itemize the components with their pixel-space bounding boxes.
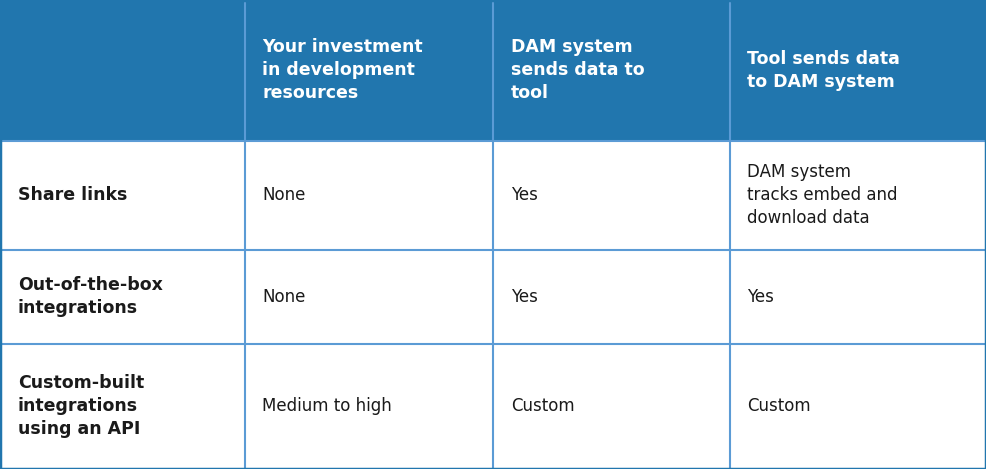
Text: None: None bbox=[262, 186, 306, 204]
Text: Custom: Custom bbox=[511, 397, 575, 416]
Text: DAM system
tracks embed and
download data: DAM system tracks embed and download dat… bbox=[747, 163, 898, 227]
Text: Your investment
in development
resources: Your investment in development resources bbox=[262, 38, 423, 102]
Bar bbox=[0, 0, 245, 141]
Bar bbox=[730, 344, 986, 469]
Text: DAM system
sends data to
tool: DAM system sends data to tool bbox=[511, 38, 645, 102]
Bar bbox=[0, 141, 245, 250]
Text: Custom-built
integrations
using an API: Custom-built integrations using an API bbox=[18, 374, 144, 439]
Bar bbox=[493, 0, 730, 141]
Text: Share links: Share links bbox=[18, 186, 127, 204]
Bar bbox=[730, 0, 986, 141]
Text: Yes: Yes bbox=[511, 186, 537, 204]
Bar bbox=[245, 0, 493, 141]
Text: Yes: Yes bbox=[747, 288, 774, 306]
Bar bbox=[0, 344, 245, 469]
Bar bbox=[245, 250, 493, 344]
Bar bbox=[493, 141, 730, 250]
Text: Tool sends data
to DAM system: Tool sends data to DAM system bbox=[747, 50, 900, 91]
Bar bbox=[493, 344, 730, 469]
Bar bbox=[245, 344, 493, 469]
Bar bbox=[0, 250, 245, 344]
Text: Yes: Yes bbox=[511, 288, 537, 306]
Bar bbox=[730, 141, 986, 250]
Text: Medium to high: Medium to high bbox=[262, 397, 392, 416]
Text: Custom: Custom bbox=[747, 397, 811, 416]
Bar bbox=[245, 141, 493, 250]
Bar bbox=[730, 250, 986, 344]
Text: Out-of-the-box
integrations: Out-of-the-box integrations bbox=[18, 276, 163, 318]
Bar bbox=[493, 250, 730, 344]
Text: None: None bbox=[262, 288, 306, 306]
